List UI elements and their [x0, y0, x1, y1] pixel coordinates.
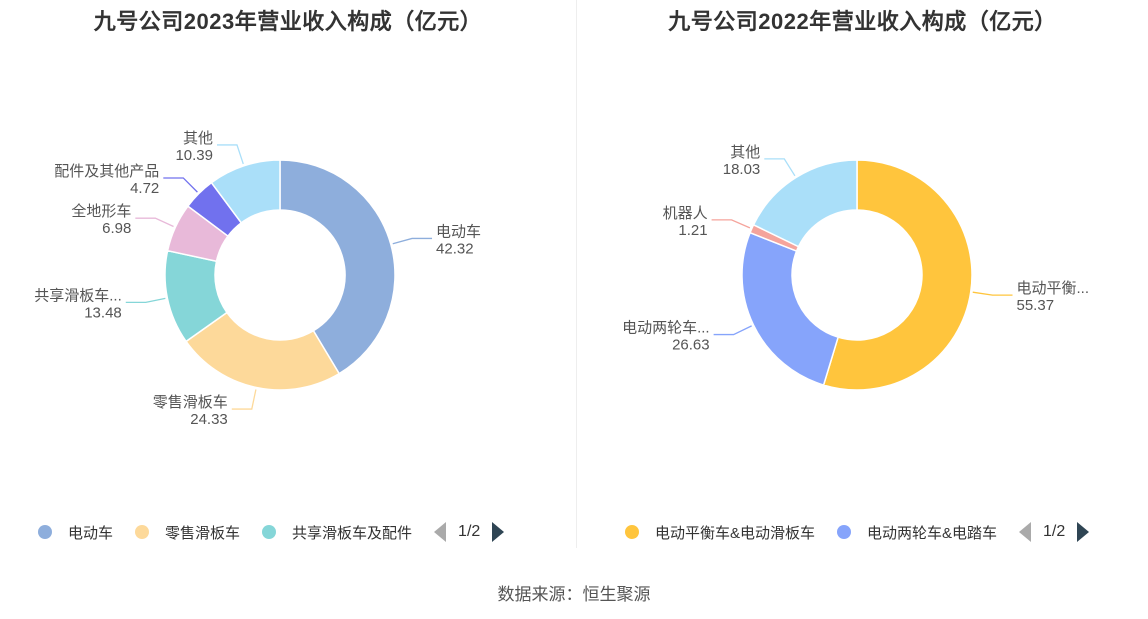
label-line-3: [764, 158, 796, 177]
slice-value-2: 1.21: [678, 222, 707, 239]
legend-item-0[interactable]: 电动车: [38, 522, 113, 543]
label-line-2: [125, 297, 166, 304]
slice-value-1: 26.63: [672, 337, 710, 354]
slice-label-5: 其他: [183, 130, 213, 147]
label-line-1: [713, 325, 752, 336]
legend-pager: 1/2: [1019, 522, 1090, 542]
legend-label: 电动平衡车&电动滑板车: [655, 524, 816, 542]
slice-value-4: 4.72: [130, 180, 159, 197]
divider: [576, 0, 577, 548]
chart-panel-2022: 九号公司2022年营业收入构成（亿元） 电动平衡... 55.37 电动两轮车...…: [577, 0, 1148, 560]
label-line-0: [392, 237, 433, 245]
label-line-0: [972, 291, 1013, 296]
legend: 电动平衡车&电动滑板车 电动两轮车&电踏车 1/2: [625, 518, 1090, 546]
legend-pager: 1/2: [434, 522, 505, 542]
legend-item-1[interactable]: 电动两轮车&电踏车: [837, 522, 997, 543]
slice-value-3: 6.98: [102, 220, 131, 237]
label-line-1: [231, 389, 257, 410]
slice-value-2: 13.48: [84, 304, 122, 321]
chart-panel-2023: 九号公司2023年营业收入构成（亿元） 电动车 42.32 零售滑板车 24.33 共享…: [0, 0, 576, 560]
slice-1[interactable]: [741, 231, 840, 386]
slice-value-5: 10.39: [175, 147, 213, 164]
label-line-2: [711, 219, 751, 229]
slice-1[interactable]: [185, 311, 341, 391]
label-line-4: [163, 177, 198, 193]
slice-value-3: 18.03: [723, 161, 761, 178]
legend-marker: [135, 525, 150, 539]
slice-3[interactable]: [752, 159, 858, 248]
slice-label-4: 配件及其他产品: [54, 163, 159, 180]
legend-marker: [38, 525, 52, 539]
legend-label: 零售滑板车: [165, 524, 241, 542]
slice-label-0: 电动车: [436, 223, 481, 240]
legend-item-1[interactable]: 零售滑板车: [135, 522, 240, 543]
legend-marker: [625, 525, 639, 539]
legend: 电动车 零售滑板车 共享滑板车及配件 1/2: [38, 518, 505, 546]
legend-label: 共享滑板车及配件: [292, 524, 413, 542]
label-line-5: [216, 144, 244, 165]
slice-5[interactable]: [210, 159, 281, 224]
chart-title: 九号公司2022年营业收入构成（亿元）: [668, 9, 1057, 34]
legend-marker: [262, 525, 277, 539]
legend-label: 电动车: [68, 524, 114, 542]
slice-0[interactable]: [822, 159, 973, 391]
legend-item-0[interactable]: 电动平衡车&电动滑板车: [625, 522, 815, 543]
source-note: 数据来源：恒生聚源: [497, 585, 651, 604]
legend-label: 电动两轮车&电踏车: [867, 524, 998, 542]
next-page-icon[interactable]: [1077, 522, 1090, 542]
slice-label-0: 电动平衡...: [1017, 280, 1090, 297]
label-line-3: [135, 217, 174, 228]
legend-item-2[interactable]: 共享滑板车及配件: [262, 522, 412, 543]
slice-value-0: 55.37: [1017, 297, 1055, 314]
slice-0[interactable]: [279, 159, 396, 375]
page-indicator: 1/2: [458, 523, 481, 540]
next-page-icon[interactable]: [492, 522, 505, 542]
slice-value-1: 24.33: [190, 411, 228, 428]
page-indicator: 1/2: [1043, 523, 1066, 540]
slice-label-1: 零售滑板车: [153, 393, 228, 411]
prev-page-icon[interactable]: [1019, 522, 1032, 542]
prev-page-icon[interactable]: [434, 522, 447, 542]
chart-title: 九号公司2023年营业收入构成（亿元）: [93, 9, 483, 34]
slice-label-1: 电动两轮车...: [622, 320, 710, 337]
slice-label-3: 全地形车: [71, 202, 131, 220]
slice-label-2: 机器人: [663, 205, 708, 222]
legend-marker: [837, 525, 852, 539]
slice-label-2: 共享滑板车...: [34, 286, 122, 304]
slice-value-0: 42.32: [436, 240, 474, 257]
slice-label-3: 其他: [730, 144, 760, 161]
